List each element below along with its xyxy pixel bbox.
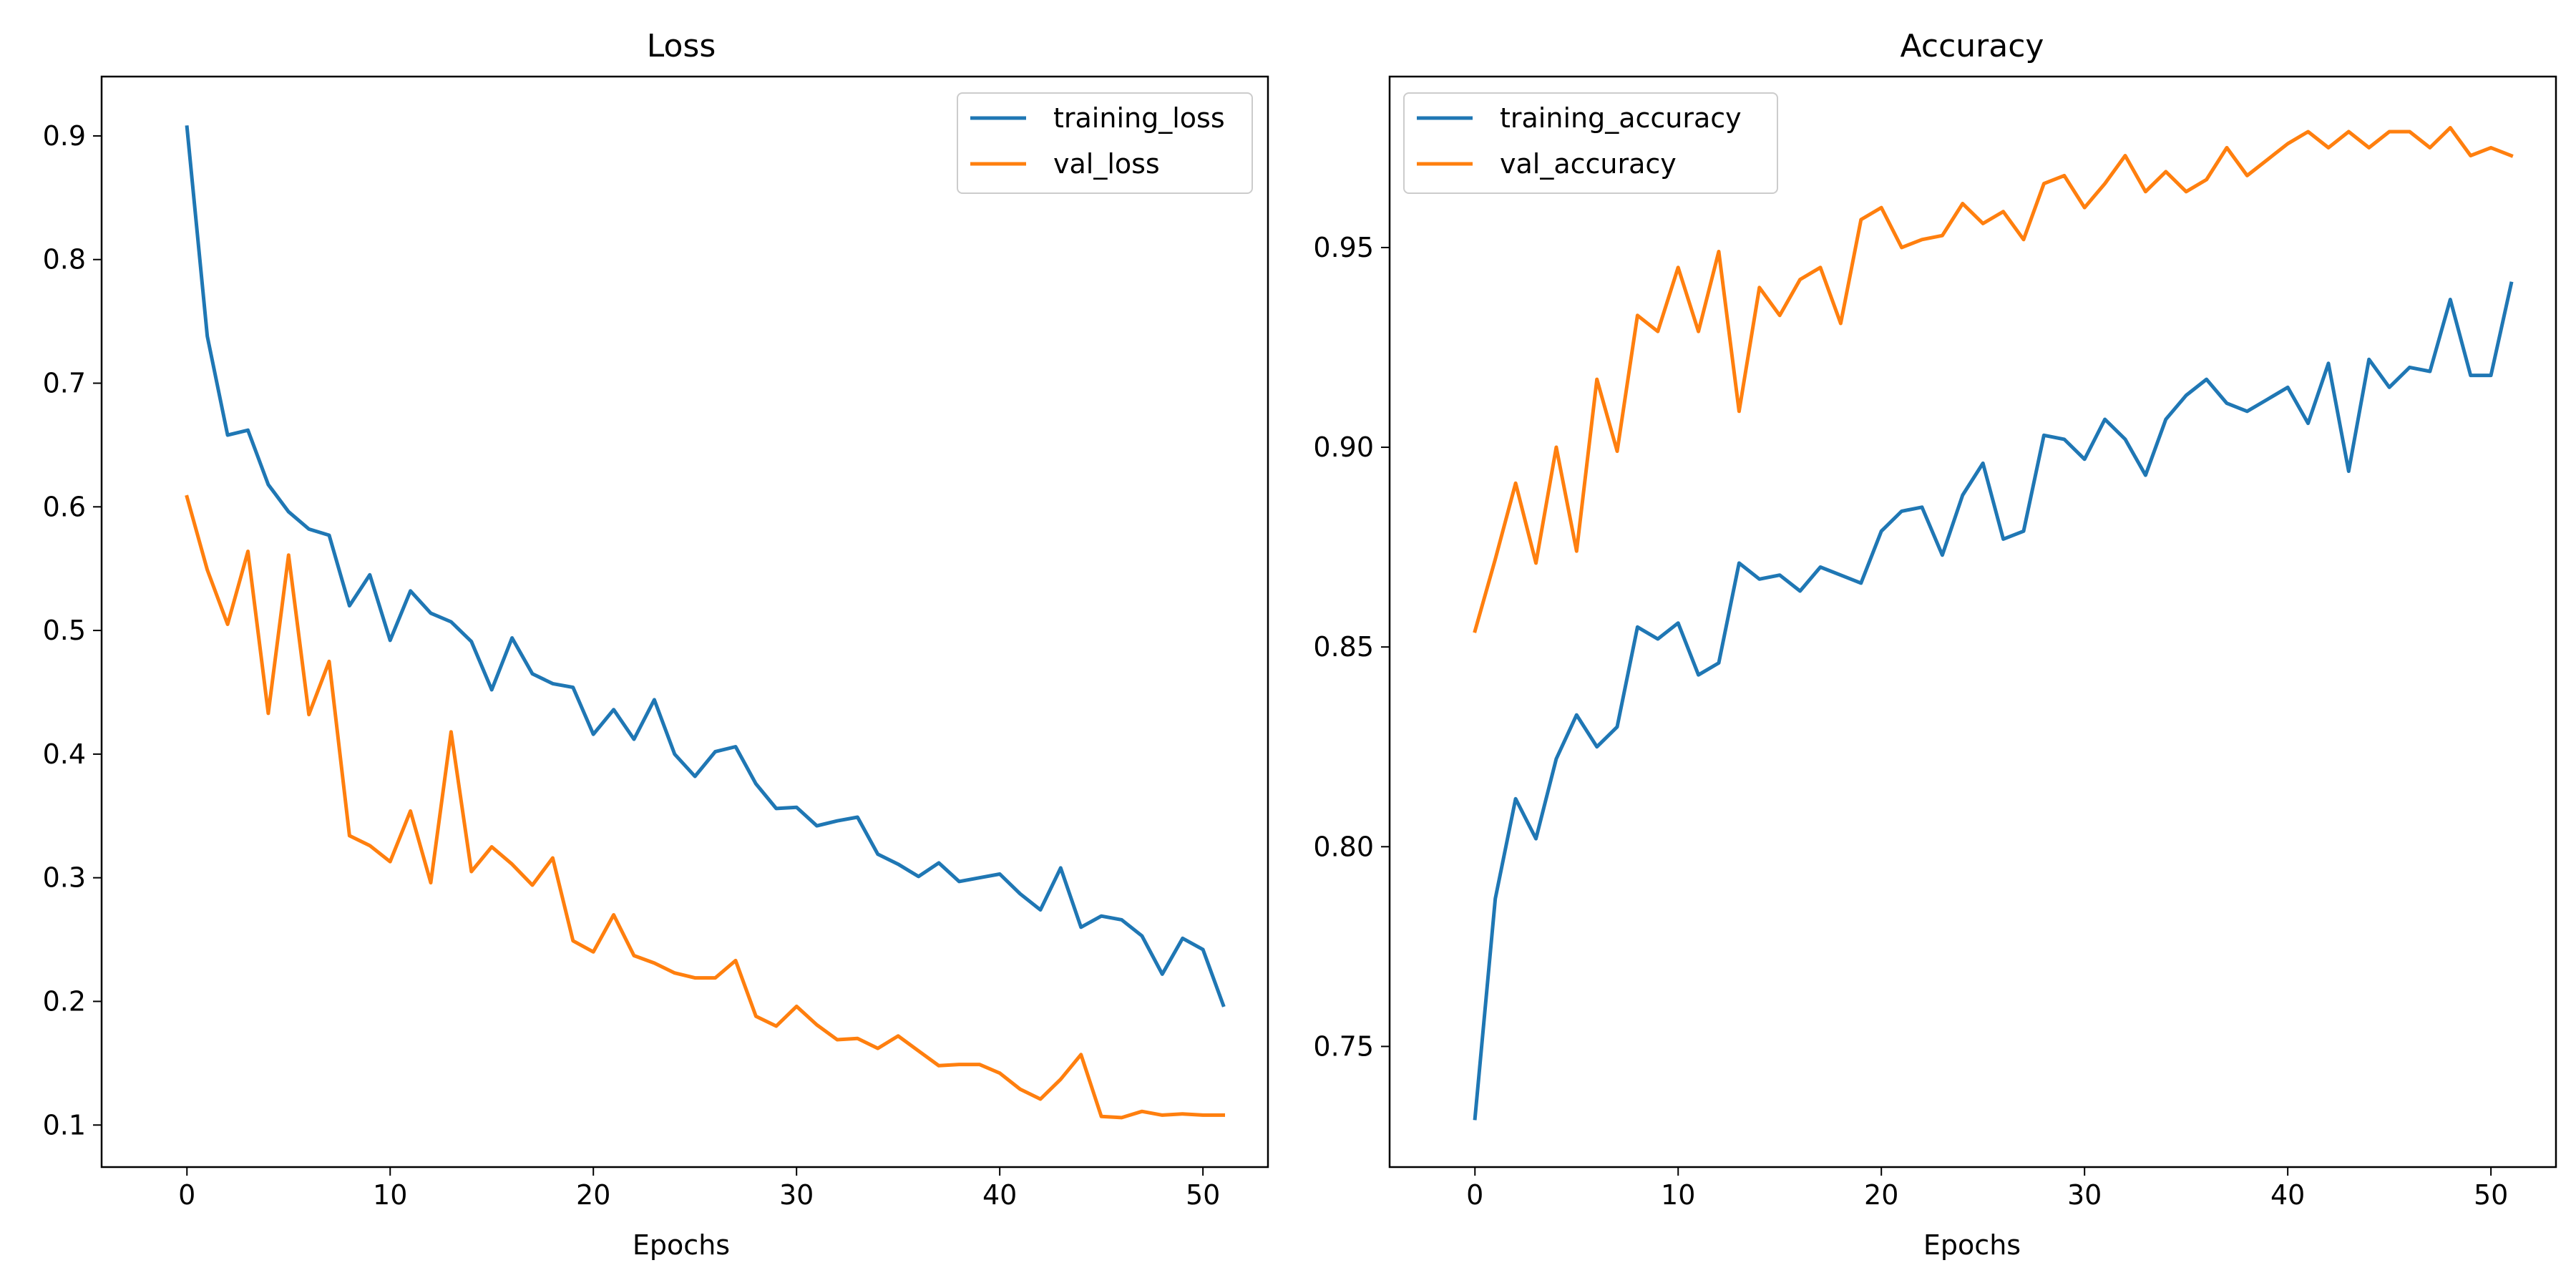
accuracy-y-tick-label: 0.95 <box>1313 232 1374 263</box>
loss-y-tick-label: 0.3 <box>43 862 86 894</box>
accuracy-x-tick-label: 40 <box>2270 1179 2305 1211</box>
loss-x-tick-label: 0 <box>178 1179 195 1211</box>
loss-y-tick-label: 0.4 <box>43 738 86 770</box>
accuracy-axes-frame <box>1388 75 2557 1169</box>
loss-series-line-val_loss <box>185 494 1225 1120</box>
loss-y-tick-label: 0.1 <box>43 1109 86 1141</box>
accuracy-x-tick-label: 0 <box>1466 1179 1483 1211</box>
accuracy-x-tick-label: 10 <box>1661 1179 1695 1211</box>
accuracy-x-tick-label: 30 <box>2067 1179 2102 1211</box>
accuracy-legend-label-training_accuracy: training_accuracy <box>1500 102 1742 134</box>
loss-x-tick-label: 10 <box>373 1179 407 1211</box>
accuracy-x-axis-label: Epochs <box>1923 1229 2021 1261</box>
accuracy-x-tick-label: 50 <box>2474 1179 2508 1211</box>
loss-legend-label-training_loss: training_loss <box>1053 102 1225 134</box>
accuracy-legend-box <box>1403 92 1778 194</box>
loss-y-tick-label: 0.5 <box>43 615 86 646</box>
loss-x-tick-label: 40 <box>982 1179 1017 1211</box>
accuracy-chart-panel: Accuracy 0 10 20 30 40 50 0.75 0.80 0.85 0.90 0.95… <box>1313 28 2557 1261</box>
accuracy-chart-title: Accuracy <box>1901 28 2044 64</box>
accuracy-y-tick-label: 0.85 <box>1313 631 1374 663</box>
accuracy-y-tick-label: 0.75 <box>1313 1030 1374 1062</box>
loss-y-tick-label: 0.8 <box>43 244 86 275</box>
loss-x-tick-label: 50 <box>1186 1179 1220 1211</box>
loss-x-tick-label: 20 <box>576 1179 610 1211</box>
loss-x-tick-label: 30 <box>779 1179 814 1211</box>
accuracy-legend-label-val_accuracy: val_accuracy <box>1500 148 1677 180</box>
loss-series-line-training_loss <box>185 125 1226 1008</box>
accuracy-x-tick-label: 20 <box>1864 1179 1898 1211</box>
accuracy-y-tick-label: 0.80 <box>1313 831 1374 862</box>
accuracy-series-line-val_accuracy <box>1473 126 2514 633</box>
loss-chart-title: Loss <box>647 28 716 64</box>
loss-axes-frame <box>100 75 1269 1169</box>
loss-legend-label-val_loss: val_loss <box>1053 148 1160 180</box>
accuracy-series-line-training_accuracy <box>1473 281 2514 1121</box>
accuracy-y-tick-label: 0.90 <box>1313 431 1374 463</box>
accuracy-plot-area: 0 10 20 30 40 50 0.75 0.80 0.85 0.90 0.95 training_… <box>1313 75 2557 1211</box>
loss-y-tick-label: 0.9 <box>43 120 86 152</box>
loss-y-tick-label: 0.2 <box>43 985 86 1017</box>
loss-legend-box <box>957 92 1253 194</box>
loss-x-axis-label: Epochs <box>633 1229 730 1261</box>
loss-chart-panel: Loss 0 10 20 30 40 50 0.1 0.2 0.3 0.4 0.5 0.6 0.7 0.8… <box>43 28 1269 1261</box>
loss-plot-area: 0 10 20 30 40 50 0.1 0.2 0.3 0.4 0.5 0.6 0.7 0.8 0.9 tr… <box>43 75 1269 1211</box>
loss-y-tick-label: 0.6 <box>43 491 86 522</box>
loss-y-tick-label: 0.7 <box>43 368 86 399</box>
